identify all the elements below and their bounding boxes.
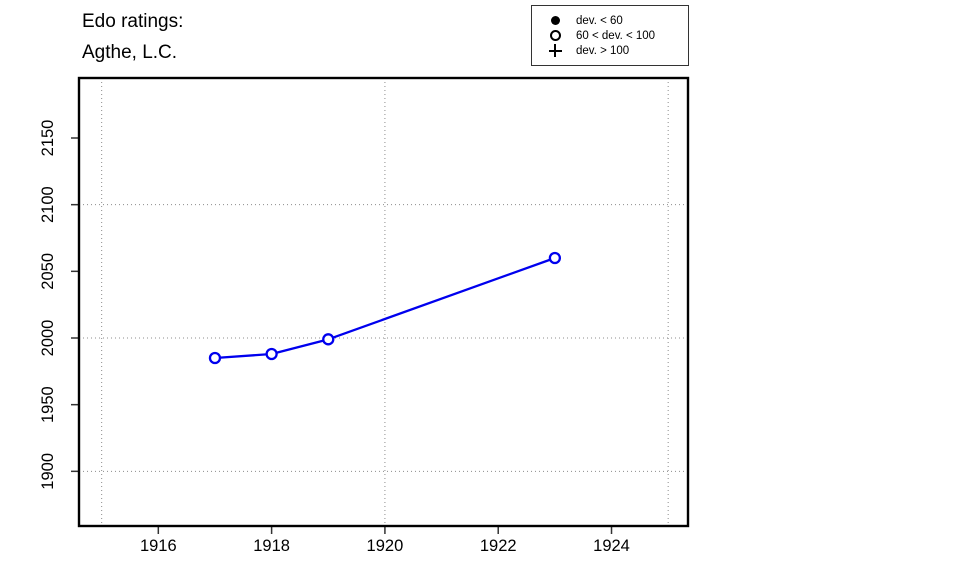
svg-text:2150: 2150 (39, 120, 57, 157)
svg-text:1900: 1900 (39, 453, 57, 490)
svg-text:2000: 2000 (39, 320, 57, 357)
svg-text:2100: 2100 (39, 186, 57, 223)
open-circle-icon (544, 30, 566, 41)
svg-text:2050: 2050 (39, 253, 57, 290)
chart-title: Edo ratings: Agthe, L.C. (82, 6, 183, 68)
plus-icon (544, 44, 566, 57)
legend-label: 60 < dev. < 100 (576, 29, 656, 42)
svg-text:1916: 1916 (140, 537, 177, 555)
legend-item-dev-lt-60: dev. < 60 (544, 13, 688, 28)
svg-text:1950: 1950 (39, 386, 57, 423)
legend-item-dev-gt-100: dev. > 100 (544, 43, 688, 58)
chart-title-line1: Edo ratings: (82, 11, 184, 32)
svg-text:1918: 1918 (253, 537, 290, 555)
filled-circle-icon (544, 16, 566, 25)
legend: dev. < 60 60 < dev. < 100 dev. > 100 (531, 5, 689, 66)
chart-title-line2: Agthe, L.C. (82, 42, 178, 63)
legend-item-dev-60-100: 60 < dev. < 100 (544, 28, 688, 43)
svg-text:1924: 1924 (593, 537, 630, 555)
svg-text:1920: 1920 (367, 537, 404, 555)
legend-label: dev. > 100 (576, 44, 630, 57)
svg-text:1922: 1922 (480, 537, 517, 555)
legend-label: dev. < 60 (576, 14, 623, 27)
